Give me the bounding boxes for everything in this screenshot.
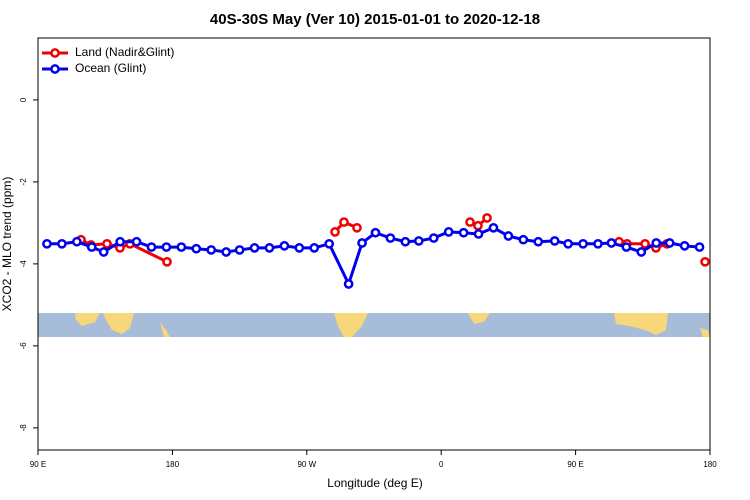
point	[352, 222, 362, 233]
point	[664, 238, 675, 248]
point	[578, 238, 588, 249]
point	[330, 227, 340, 237]
point	[279, 240, 290, 251]
point	[428, 233, 439, 243]
point	[57, 238, 67, 249]
legend-label: Land (Nadir&Glint)	[75, 45, 174, 59]
y-tick-label: -4	[19, 260, 28, 268]
x-tick-label: 180	[703, 460, 717, 469]
point	[636, 247, 647, 257]
point	[102, 238, 112, 249]
point	[482, 213, 492, 223]
point	[162, 256, 172, 267]
point	[651, 238, 662, 248]
point	[563, 238, 573, 249]
point	[518, 234, 529, 245]
point	[465, 217, 475, 227]
x-tick-label: 90 E	[567, 460, 583, 469]
point	[621, 242, 632, 252]
land-shape	[700, 328, 710, 337]
point	[161, 242, 172, 252]
land-shape	[75, 313, 100, 326]
point	[640, 238, 650, 249]
point	[249, 243, 260, 253]
point	[458, 227, 469, 238]
point	[694, 242, 705, 252]
point	[324, 238, 335, 249]
point	[146, 242, 157, 252]
point	[503, 231, 514, 241]
point	[98, 247, 109, 257]
y-tick-label: -2	[19, 178, 28, 186]
point	[343, 279, 354, 289]
point	[264, 243, 275, 253]
chart-title: 40S-30S May (Ver 10) 2015-01-01 to 2020-…	[210, 11, 540, 28]
point	[488, 222, 499, 233]
point	[385, 233, 396, 243]
point	[679, 240, 690, 251]
point	[533, 236, 544, 247]
point	[206, 245, 217, 255]
point	[593, 238, 603, 249]
point	[131, 236, 142, 247]
point	[191, 243, 202, 254]
point	[221, 247, 232, 257]
land-shape	[160, 322, 170, 337]
point	[234, 245, 245, 255]
x-axis-label: Longitude (deg E)	[327, 476, 422, 490]
x-tick-label: 0	[439, 460, 444, 469]
plot-frame	[37, 37, 711, 451]
ocean-band	[38, 313, 710, 337]
point	[176, 242, 187, 252]
x-tick-label: 90 E	[30, 460, 46, 469]
x-tick-label: 90 W	[297, 460, 316, 469]
point	[42, 238, 52, 249]
y-tick-label: 0	[19, 97, 28, 102]
point	[443, 227, 454, 237]
point	[71, 236, 82, 247]
y-tick-label: -8	[19, 424, 28, 432]
point	[700, 256, 710, 267]
point	[413, 236, 424, 246]
point	[86, 242, 97, 252]
point	[473, 229, 484, 239]
point	[370, 227, 381, 238]
point	[606, 238, 617, 248]
y-axis-label: XCO2 - MLO trend (ppm)	[0, 177, 14, 312]
point	[339, 217, 349, 227]
land-shape	[334, 313, 368, 337]
land-shape	[468, 313, 490, 324]
point	[309, 243, 320, 253]
land-shape	[614, 313, 668, 335]
point	[473, 220, 483, 231]
legend-marker	[50, 48, 60, 58]
point	[549, 236, 560, 246]
y-tick-label: -6	[19, 342, 28, 350]
map-strip	[38, 313, 710, 337]
x-tick-label: 180	[166, 460, 180, 469]
legend-label: Ocean (Glint)	[75, 61, 146, 75]
point	[357, 238, 367, 248]
point	[294, 243, 305, 253]
legend-marker	[50, 64, 60, 74]
point	[400, 236, 411, 247]
point	[115, 236, 125, 247]
land-shape	[103, 313, 134, 334]
